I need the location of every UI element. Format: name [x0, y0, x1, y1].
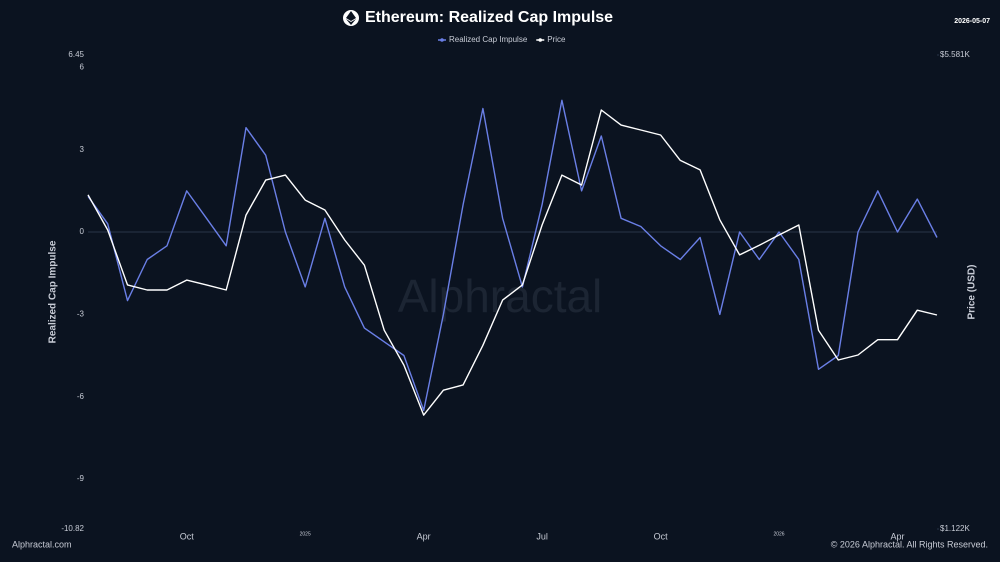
y-tick-label: -9 — [77, 474, 85, 483]
x-tick-label: Apr — [417, 531, 431, 541]
eth-glyph — [346, 11, 356, 25]
x-tick-label: 2025 — [300, 531, 311, 537]
date: 2026-05-07 — [954, 18, 990, 25]
y-tick-label: 6.45 — [68, 50, 84, 59]
chart-title: Ethereum: Realized Cap Impulse — [365, 9, 613, 26]
y-tick-label: -3 — [77, 309, 85, 318]
y-tick-label: 0 — [80, 227, 85, 236]
x-tick-label: Oct — [180, 531, 195, 541]
x-tick-label: Apr — [891, 531, 905, 541]
watermark: Alphractal — [398, 270, 603, 322]
x-tick-label: 2026 — [773, 531, 784, 537]
copyright: © 2026 Alphractal. All Rights Reserved. — [831, 539, 988, 549]
legend-dot — [440, 38, 444, 42]
line-1 — [87, 109, 938, 416]
legend-label: Realized Cap Impulse — [449, 35, 528, 44]
legend-label: Price — [547, 35, 566, 44]
y-tick-label: -6 — [77, 392, 85, 401]
y-tick-label: -10.82 — [61, 524, 84, 533]
y-tick-label: 3 — [80, 145, 85, 154]
x-tick-label: Jul — [536, 531, 548, 541]
line-0 — [87, 99, 938, 412]
y2-axis-title: Price (USD) — [967, 264, 978, 319]
y2-tick-label: $5.581K — [940, 50, 970, 59]
y2-tick-label: $1.122K — [940, 524, 970, 533]
legend-dot — [538, 38, 543, 42]
source: Alphractal.com — [12, 539, 72, 549]
x-tick-label: Oct — [654, 531, 669, 541]
y-axis-title: Realized Cap Impulse — [48, 240, 59, 343]
y-tick-label: 6 — [80, 62, 85, 71]
